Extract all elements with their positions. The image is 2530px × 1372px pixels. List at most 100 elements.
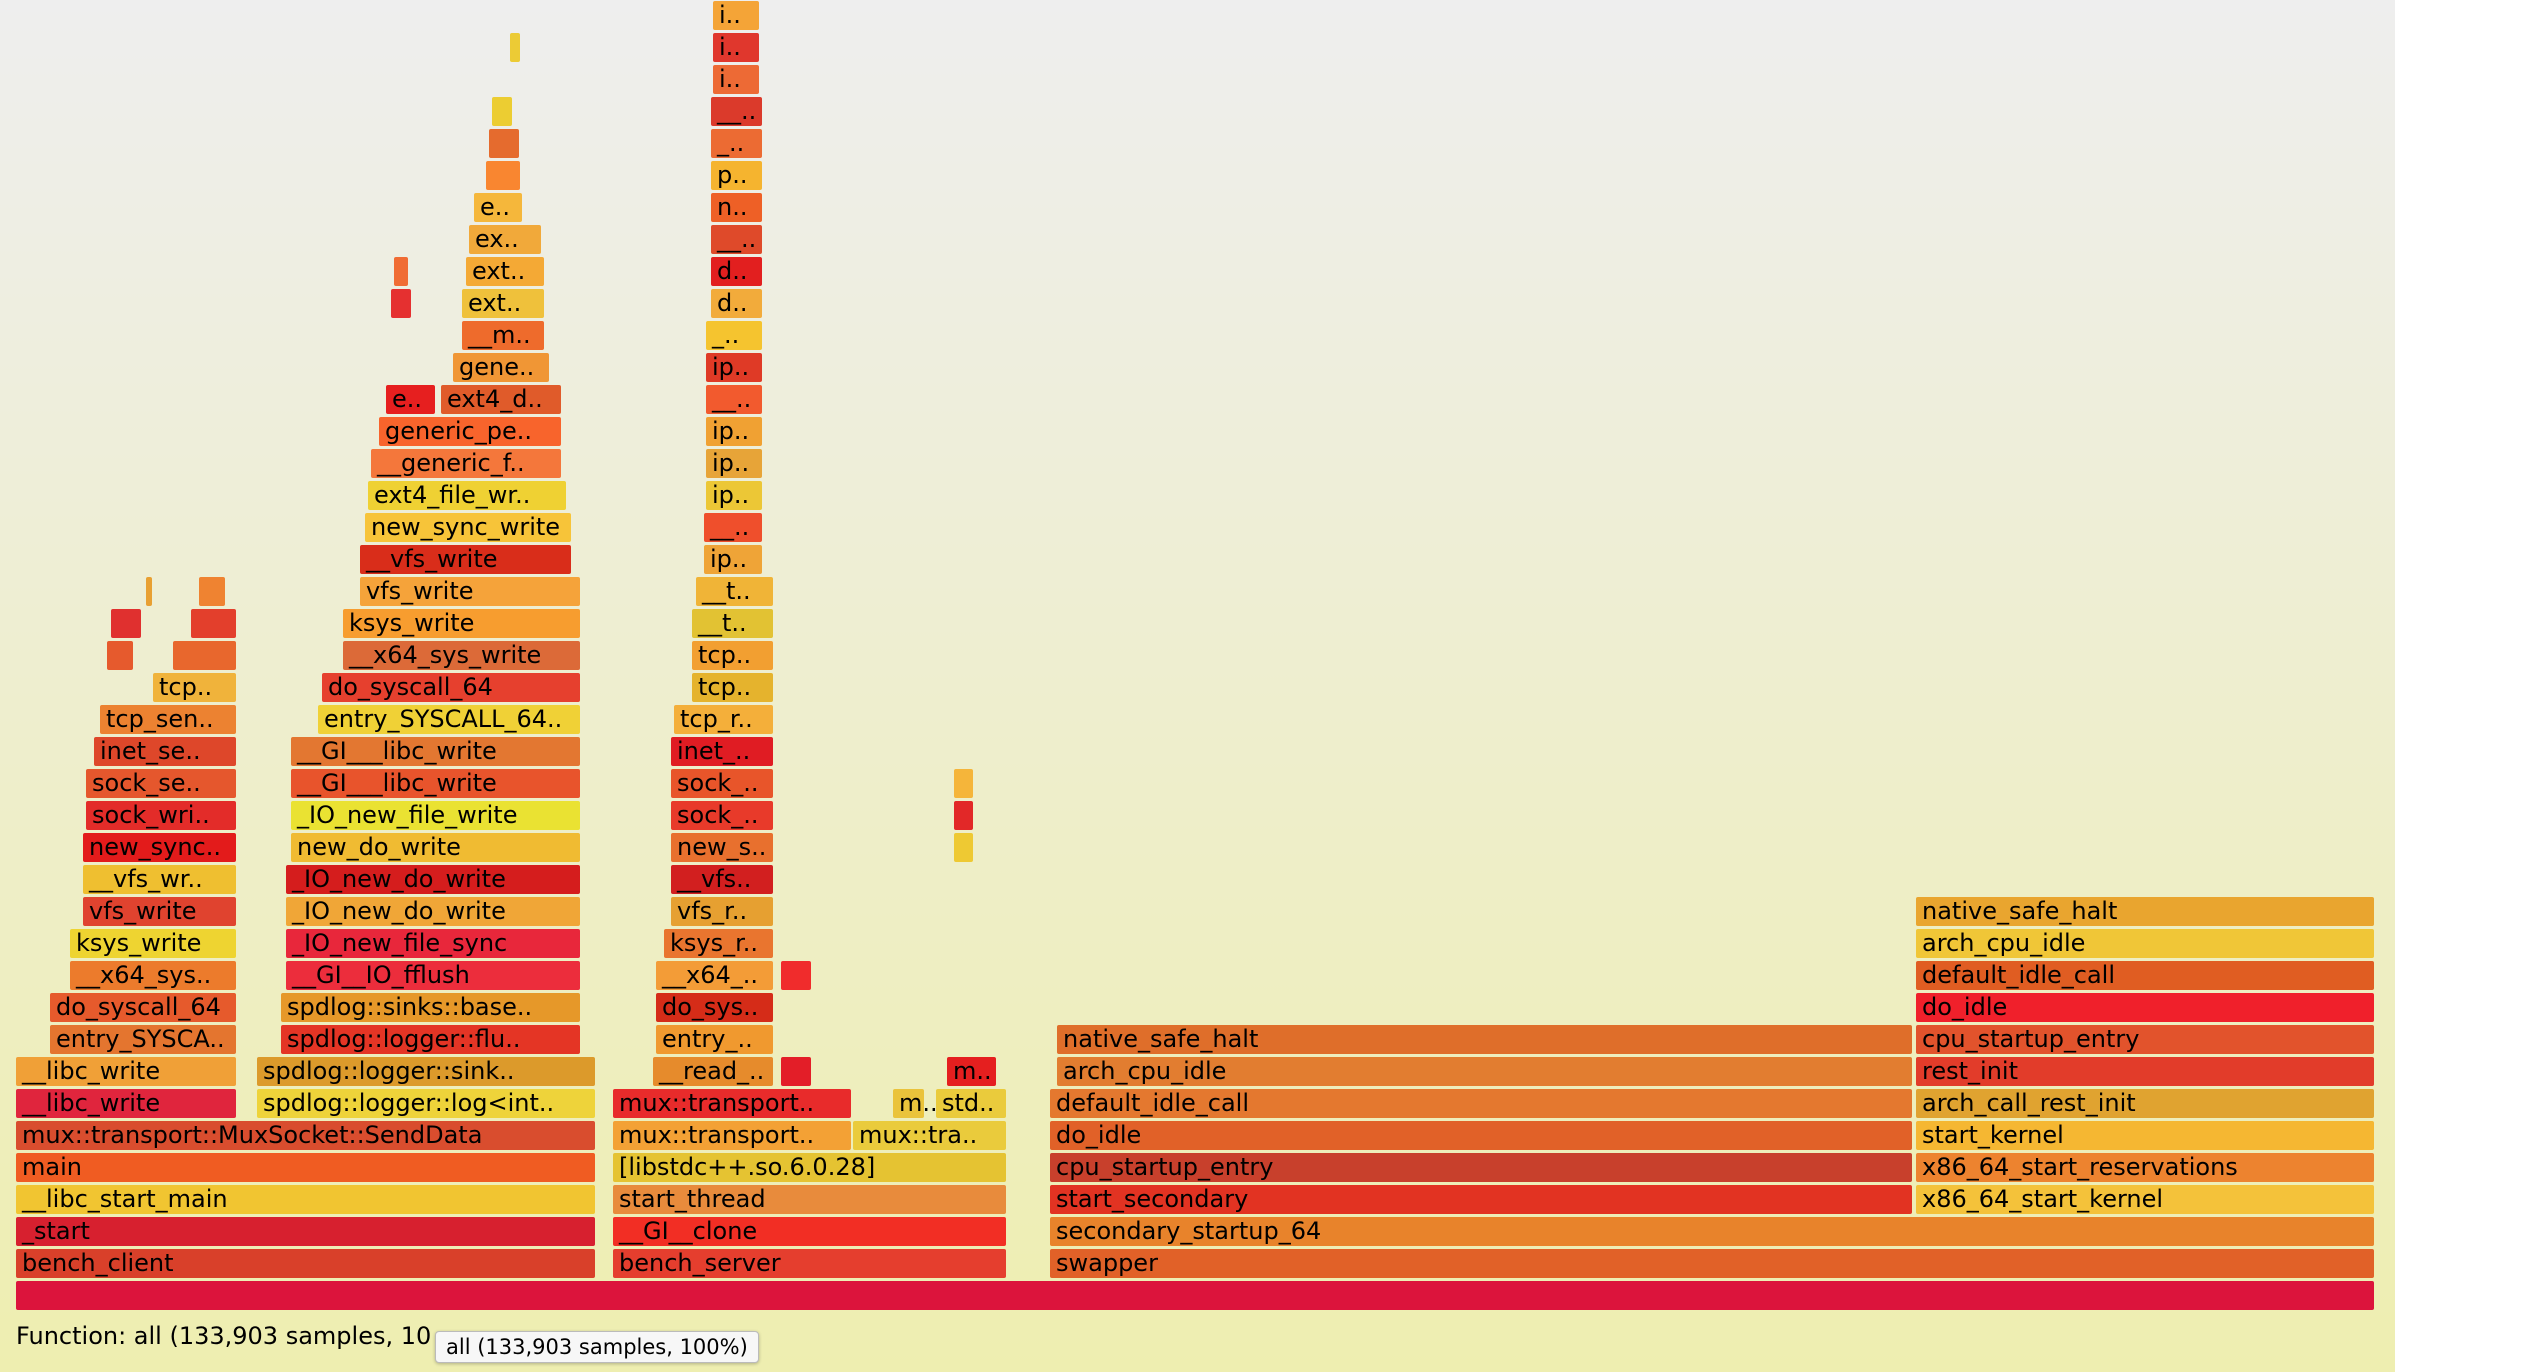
frame-rect[interactable] [111,609,141,638]
frame-rect[interactable] [386,385,435,414]
frame-rect[interactable] [16,1217,595,1246]
frame-rect[interactable] [1050,1185,1912,1214]
frame-rect[interactable] [360,577,580,606]
frame-rect[interactable] [291,801,580,830]
frame-rect[interactable] [1057,1025,1912,1054]
frame-std[interactable]: std.. [936,1089,1006,1118]
frame-rect[interactable] [613,1217,1006,1246]
frame-cpu-startup-entry[interactable]: cpu_startup_entry [1050,1153,1912,1182]
frame-rect[interactable] [286,865,580,894]
frame-rect[interactable] [947,1057,996,1086]
frame-rect[interactable] [343,641,580,670]
frame-[interactable]: _.. [706,321,762,350]
frame-rect[interactable] [674,705,773,734]
frame-rect[interactable] [1916,1025,2374,1054]
frame-rect[interactable] [441,385,561,414]
frame-ip[interactable]: ip.. [706,449,762,478]
frame-sock[interactable]: sock_.. [671,769,773,798]
frame-rect[interactable] [706,417,762,446]
frame-rect[interactable] [853,1121,1006,1150]
frame-x64-sys[interactable]: __x64_sys.. [70,961,236,990]
frame-[interactable]: __.. [704,513,762,542]
frame-rect[interactable] [86,801,236,830]
frame-ext4-file-wr[interactable]: ext4_file_wr.. [368,481,566,510]
frame-ip[interactable]: ip.. [706,417,762,446]
frame-rect[interactable] [318,705,580,734]
frame-rect[interactable] [1916,961,2374,990]
frame-unlabeled[interactable] [199,577,225,606]
frame-tcp-sen[interactable]: tcp_sen.. [100,705,236,734]
frame-m[interactable]: __m.. [462,321,544,350]
frame-rect[interactable] [706,321,762,350]
frame-unlabeled[interactable] [191,609,236,638]
frame-mux-tra[interactable]: mux::tra.. [853,1121,1006,1150]
frame-rect[interactable] [173,641,236,670]
frame-io-new-file-sync[interactable]: _IO_new_file_sync [286,929,580,958]
frame-sock[interactable]: sock_.. [671,801,773,830]
frame-rect[interactable] [1050,1249,2374,1278]
frame-rect[interactable] [671,897,773,926]
frame-rect[interactable] [713,1,759,30]
frame-rect[interactable] [16,1281,2374,1310]
frame-rect[interactable] [613,1089,851,1118]
frame-bench-server[interactable]: bench_server [613,1249,1006,1278]
frame-generic-pe[interactable]: generic_pe.. [379,417,561,446]
frame-rect[interactable] [653,1057,773,1086]
frame-new-do-write[interactable]: new_do_write [291,833,580,862]
frame-rect[interactable] [1916,1057,2374,1086]
frame-tcp[interactable]: tcp.. [692,641,773,670]
frame-mux-transport-muxsocket-senddata[interactable]: mux::transport::MuxSocket::SendData [16,1121,595,1150]
frame-unlabeled[interactable] [492,97,512,126]
frame-e[interactable]: e.. [474,193,522,222]
frame-m[interactable]: m.. [947,1057,996,1086]
frame-rect[interactable] [368,481,566,510]
frame-rect[interactable] [656,993,773,1022]
frame-rect[interactable] [671,865,773,894]
frame-rect[interactable] [1057,1057,1912,1086]
frame-start[interactable]: _start [16,1217,595,1246]
frame-rect[interactable] [365,513,571,542]
frame-rect[interactable] [94,737,236,766]
frame-rect[interactable] [1050,1217,2374,1246]
frame-rect[interactable] [462,321,544,350]
frame-spdlog-sinks-base[interactable]: spdlog::sinks::base.. [281,993,580,1022]
frame-tcp-r[interactable]: tcp_r.. [674,705,773,734]
frame-unlabeled[interactable] [486,161,520,190]
frame-rect[interactable] [656,961,773,990]
frame-sock-se[interactable]: sock_se.. [86,769,236,798]
frame-unlabeled[interactable] [391,289,411,318]
frame-rect[interactable] [692,641,773,670]
frame-spdlog-logger-flu[interactable]: spdlog::logger::flu.. [281,1025,580,1054]
frame-rect[interactable] [781,1057,811,1086]
frame-rect[interactable] [462,289,544,318]
frame-rect[interactable] [1916,1185,2374,1214]
frame-rect[interactable] [1050,1089,1912,1118]
frame-gi-libc-write[interactable]: __GI___libc_write [291,769,580,798]
frame-rect[interactable] [613,1153,1006,1182]
frame-unlabeled[interactable] [146,577,152,606]
frame-vfs[interactable]: __vfs.. [671,865,773,894]
frame-ksys-write[interactable]: ksys_write [70,929,236,958]
frame-io-new-do-write[interactable]: _IO_new_do_write [286,897,580,926]
frame-rect[interactable] [83,865,236,894]
frame-libc-write[interactable]: __libc_write [16,1057,236,1086]
frame-rect[interactable] [711,97,762,126]
frame-rect[interactable] [286,929,580,958]
frame-native-safe-halt[interactable]: native_safe_halt [1057,1025,1912,1054]
frame-unlabeled[interactable] [173,641,236,670]
frame-rect[interactable] [713,65,759,94]
frame-i[interactable]: i.. [713,1,759,30]
frame-rect[interactable] [16,1089,236,1118]
frame-x64[interactable]: __x64_.. [656,961,773,990]
frame-rect[interactable] [70,929,236,958]
frame-inet[interactable]: inet_.. [671,737,773,766]
frame-rect[interactable] [1916,1153,2374,1182]
frame-mux-transport[interactable]: mux::transport.. [613,1089,851,1118]
frame-mux-transport[interactable]: mux::transport.. [613,1121,851,1150]
frame-rect[interactable] [954,769,973,798]
frame-new-s[interactable]: new_s.. [671,833,773,862]
frame-generic-f[interactable]: __generic_f.. [371,449,561,478]
frame-i[interactable]: i.. [713,65,759,94]
frame-ip[interactable]: ip.. [706,353,762,382]
frame-rect[interactable] [706,385,762,414]
